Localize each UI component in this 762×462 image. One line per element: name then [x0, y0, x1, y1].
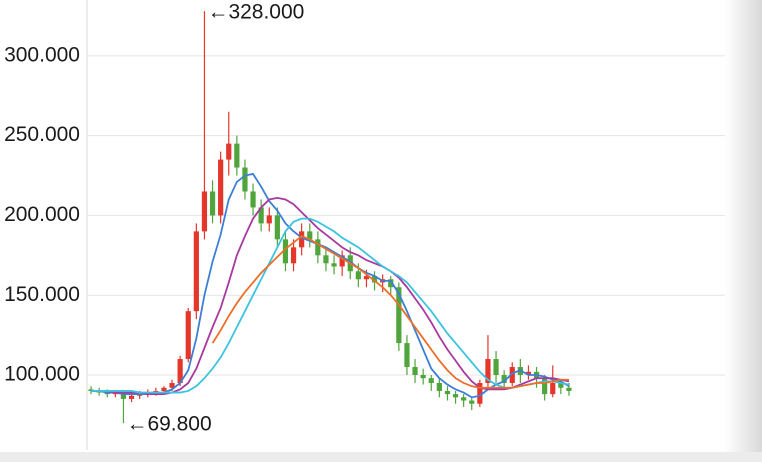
candle-body: [161, 387, 167, 391]
candle-body: [339, 255, 345, 267]
candle-body: [274, 215, 280, 240]
candle-body: [542, 378, 548, 395]
candle-body: [477, 382, 483, 404]
extreme-label: ←328.000: [207, 1, 304, 24]
candle-body: [323, 255, 329, 264]
candle-body: [185, 311, 191, 360]
candle-body: [120, 392, 127, 399]
candle-body: [250, 191, 256, 208]
edge-shade: [725, 0, 762, 462]
candle-body: [428, 378, 434, 383]
candle-body: [388, 279, 394, 288]
candle-body: [193, 231, 199, 312]
candle-body: [404, 343, 410, 368]
candle-body: [461, 397, 467, 401]
candle-body: [290, 247, 297, 264]
candle-body: [412, 367, 418, 375]
y-tick-label: 200.000: [4, 203, 80, 226]
candle-body: [299, 231, 305, 248]
candle-body: [177, 359, 183, 383]
candle-body: [307, 231, 313, 240]
candle-body: [88, 389, 94, 391]
y-tick-label: 300.000: [4, 43, 80, 66]
candle-body: [566, 387, 572, 391]
candle-body: [234, 143, 240, 168]
y-tick-label: 100.000: [4, 363, 80, 386]
candle-body: [209, 191, 216, 216]
y-tick-label: 150.000: [4, 283, 80, 306]
candle-body: [420, 375, 426, 379]
candle-body: [452, 394, 459, 398]
candle-body: [509, 367, 515, 383]
candle-body: [493, 359, 499, 375]
candle-body: [371, 276, 378, 283]
candle-body: [226, 143, 232, 160]
plot: 100.000 150.000 200.000 250.000 300.000 ←328.…: [4, 1, 762, 436]
candle-body: [355, 271, 361, 280]
candle-body: [331, 263, 337, 267]
candle-body: [266, 215, 272, 224]
extreme-label: ←69.800: [126, 413, 211, 436]
bottom-bar: [0, 452, 762, 462]
candle-body: [315, 239, 321, 256]
candle-body: [282, 239, 289, 264]
candle-body: [436, 382, 442, 391]
candle-body: [128, 395, 135, 399]
candle-body: [550, 382, 556, 395]
candle-body: [501, 375, 507, 383]
candle-body: [558, 382, 564, 388]
candle-body: [242, 167, 248, 192]
candle-body: [258, 207, 264, 224]
candle-body: [444, 390, 451, 395]
ma-line: [211, 235, 569, 389]
candle-body: [169, 382, 175, 388]
candle-body: [218, 159, 224, 216]
candle-body: [525, 371, 532, 375]
ma-line: [91, 217, 570, 394]
candle-body: [469, 400, 475, 404]
candle-body: [485, 359, 491, 383]
candle-body: [396, 287, 402, 344]
y-tick-label: 250.000: [4, 123, 80, 146]
candle-body: [363, 276, 370, 280]
candle-body: [201, 191, 208, 232]
